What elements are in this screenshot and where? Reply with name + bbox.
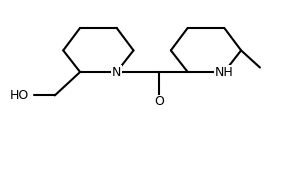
Text: HO: HO: [10, 89, 29, 102]
Text: N: N: [112, 66, 121, 78]
Text: NH: NH: [215, 66, 234, 78]
Text: O: O: [154, 95, 164, 108]
